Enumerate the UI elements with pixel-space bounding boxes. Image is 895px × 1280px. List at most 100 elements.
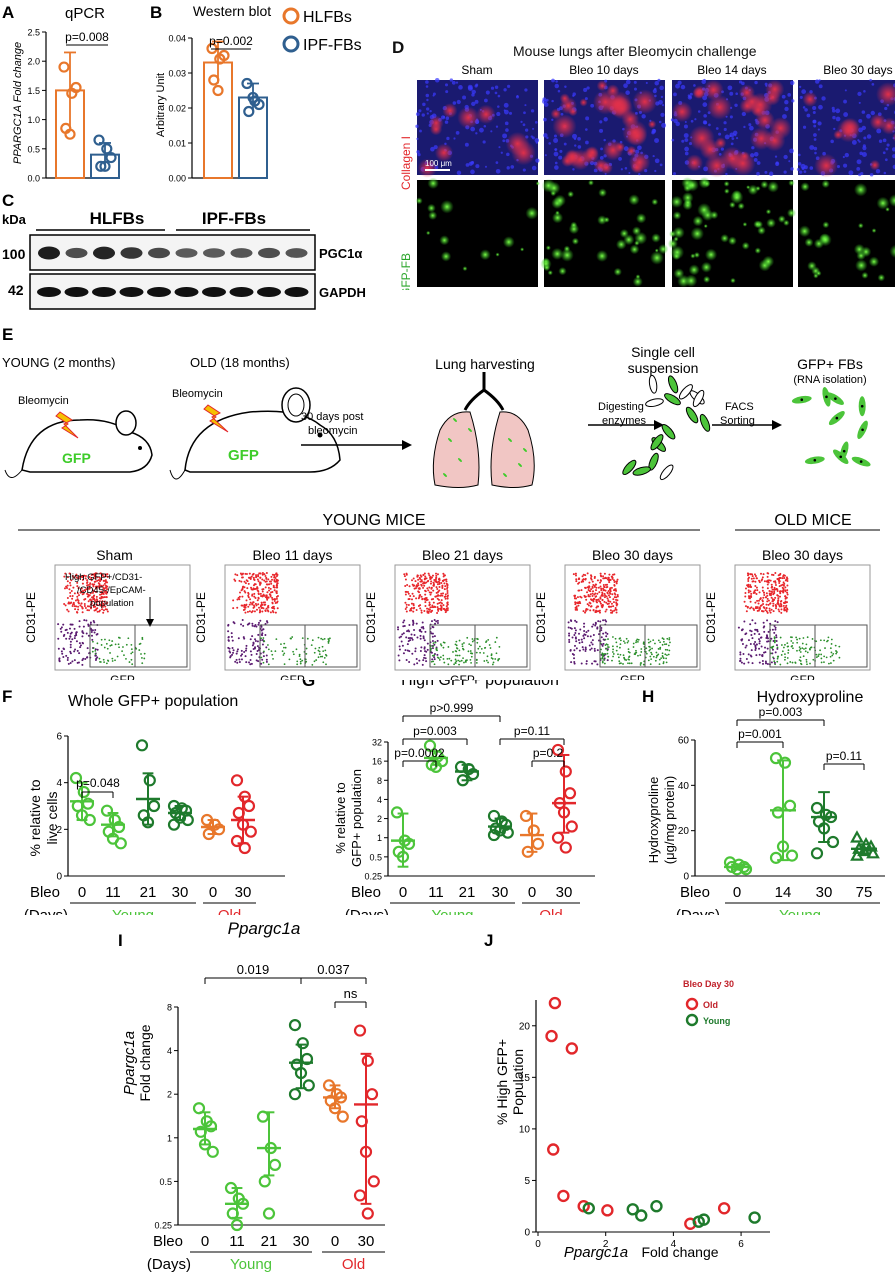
nucleus-dot [506, 166, 510, 170]
gfp-signal [672, 211, 682, 220]
flow-event-red [245, 573, 248, 576]
flow-event-red [423, 609, 426, 612]
flow-event-red [72, 601, 75, 604]
nucleus-dot [496, 111, 501, 117]
flow-event-green [454, 661, 457, 664]
flow-event-green [823, 655, 826, 658]
flow-event-green [601, 660, 604, 663]
flow-event-purple [604, 631, 607, 634]
panel-f-pval: p=0.048 [76, 776, 120, 790]
flow-event-red [595, 610, 598, 613]
flow-event-green [272, 658, 274, 660]
flow-frame [564, 564, 701, 671]
nucleus-dot [842, 155, 845, 159]
flow-event-red [784, 600, 787, 603]
flow-event-green [98, 657, 101, 660]
flow-event-purple [243, 650, 246, 653]
flow-event-green [92, 640, 94, 643]
nucleus-dot [715, 127, 719, 130]
flow-event-purple [230, 632, 233, 635]
gfp-signal [560, 248, 574, 262]
nucleus-dot [418, 109, 422, 113]
nucleus-dot [681, 139, 685, 143]
gfp-signal [615, 239, 627, 250]
flow-event-red [101, 600, 104, 603]
flow-event-green [663, 643, 666, 646]
flow-event-red [84, 577, 87, 580]
flow-event-red [780, 605, 783, 608]
flow-event-red [270, 575, 273, 578]
flow-event-green [615, 649, 618, 652]
flow-event-red [440, 592, 443, 595]
flow-event-red [88, 585, 91, 588]
flow-event-red [761, 576, 764, 579]
flow-event-green [640, 648, 643, 650]
nucleus-dot [863, 90, 866, 93]
flow-event-purple [236, 648, 239, 651]
gfp-signal [720, 233, 729, 243]
nucleus-dot [508, 111, 513, 115]
flow-event-red [612, 601, 615, 604]
flow-event-red [263, 579, 266, 582]
x-tick-label: 30 [492, 884, 509, 901]
flow-event-red [588, 601, 591, 604]
nucleus-dot [503, 102, 509, 108]
flow-event-green [141, 657, 143, 659]
flow-event-purple [256, 640, 259, 643]
panel-g-point [423, 739, 437, 752]
nucleus-dot [652, 154, 655, 158]
nucleus-dot [659, 85, 664, 91]
panel-b-chart: B Western blot Arbitrary Unit 0.000.010.… [150, 3, 362, 184]
flow-y-label: CD31-PE [194, 592, 208, 643]
flow-event-red [590, 599, 593, 602]
flow-event-green [327, 640, 330, 643]
flow-event-red [273, 589, 276, 592]
band-gapdh [119, 287, 144, 297]
flow-event-red [588, 585, 591, 588]
flow-event-purple [760, 645, 763, 648]
nucleus-dot [882, 151, 886, 155]
flow-event-green [652, 639, 655, 642]
flow-event-red [782, 601, 785, 604]
flow-event-purple [771, 648, 774, 651]
flow-event-purple [238, 658, 241, 661]
flow-event-green [657, 648, 660, 650]
nucleus-dot [498, 146, 501, 149]
collagen-signal [632, 89, 658, 115]
flow-event-red [96, 603, 99, 606]
gate-high-gfp [814, 624, 868, 668]
flow-event-red [239, 572, 242, 575]
flow-event-purple [754, 645, 757, 648]
flow-event-red [80, 605, 83, 608]
flow-event-red [71, 595, 74, 598]
flow-event-green [607, 655, 610, 658]
gfp-cell [667, 375, 679, 394]
flow-event-red [264, 580, 267, 583]
flow-event-red [266, 583, 269, 586]
flow-event-purple [580, 662, 583, 665]
flow-event-red [423, 581, 426, 584]
gfp-signal [628, 194, 640, 206]
nucleus-dot [484, 98, 488, 103]
nucleus-dot [546, 136, 549, 140]
collagen-signal [706, 94, 732, 120]
panel-j-point-young [697, 1213, 711, 1226]
collagen-signal [704, 153, 729, 178]
micrograph-column-label: Bleo 10 days [569, 63, 638, 77]
flow-event-red [597, 598, 600, 601]
flow-event-red [445, 605, 448, 608]
flow-event-red [574, 608, 577, 611]
x-tick-label: 2 [603, 1239, 609, 1250]
flow-event-red [784, 586, 787, 589]
flow-event-purple [252, 647, 255, 650]
flow-event-purple [764, 660, 767, 663]
gfp-signal [570, 221, 578, 229]
flow-event-red [749, 590, 752, 593]
flow-event-green [801, 647, 804, 650]
flow-event-green [826, 640, 828, 643]
flow-event-green [835, 650, 837, 652]
gate-note-3: population [90, 598, 134, 609]
nucleus-dot [756, 161, 761, 165]
flow-event-red [246, 587, 249, 590]
collagen-signal [476, 104, 496, 125]
